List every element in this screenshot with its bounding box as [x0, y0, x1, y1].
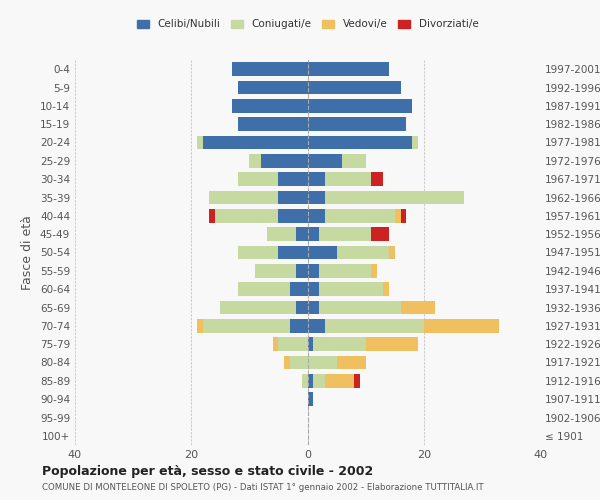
Bar	[389, 246, 395, 260]
Bar	[319, 264, 371, 278]
Bar	[308, 190, 325, 204]
Bar	[308, 356, 337, 370]
Bar	[209, 209, 215, 222]
Legend: Celibi/Nubili, Coniugati/e, Vedovi/e, Divorziati/e: Celibi/Nubili, Coniugati/e, Vedovi/e, Di…	[133, 15, 482, 34]
Bar	[371, 264, 377, 278]
Bar	[371, 172, 383, 186]
Bar	[290, 356, 308, 370]
Bar	[308, 99, 412, 112]
Bar	[308, 264, 319, 278]
Bar	[232, 62, 308, 76]
Bar	[401, 209, 406, 222]
Bar	[296, 300, 308, 314]
Bar	[308, 62, 389, 76]
Bar	[412, 136, 418, 149]
Bar	[325, 374, 354, 388]
Bar	[325, 319, 424, 332]
Text: COMUNE DI MONTELEONE DI SPOLETO (PG) - Dati ISTAT 1° gennaio 2002 - Elaborazione: COMUNE DI MONTELEONE DI SPOLETO (PG) - D…	[42, 482, 484, 492]
Text: Popolazione per età, sesso e stato civile - 2002: Popolazione per età, sesso e stato civil…	[42, 465, 373, 478]
Bar	[319, 282, 383, 296]
Bar	[296, 264, 308, 278]
Bar	[308, 392, 313, 406]
Bar	[343, 154, 365, 168]
Bar	[308, 172, 325, 186]
Bar	[267, 228, 296, 241]
Bar	[313, 374, 325, 388]
Bar	[308, 209, 325, 222]
Bar	[272, 338, 278, 351]
Bar	[209, 190, 278, 204]
Bar	[308, 246, 337, 260]
Bar	[354, 374, 360, 388]
Bar	[319, 300, 401, 314]
Bar	[238, 282, 290, 296]
Bar	[278, 209, 308, 222]
Bar	[308, 154, 343, 168]
Bar	[284, 356, 290, 370]
Bar	[232, 99, 308, 112]
Bar	[308, 374, 313, 388]
Bar	[238, 118, 308, 131]
Bar	[308, 319, 325, 332]
Bar	[278, 190, 308, 204]
Bar	[371, 228, 389, 241]
Bar	[255, 264, 296, 278]
Bar	[203, 136, 308, 149]
Bar	[337, 356, 365, 370]
Bar	[296, 228, 308, 241]
Bar	[308, 80, 401, 94]
Bar	[308, 282, 319, 296]
Bar	[313, 338, 365, 351]
Bar	[261, 154, 308, 168]
Y-axis label: Fasce di età: Fasce di età	[22, 215, 34, 290]
Bar	[238, 246, 278, 260]
Bar	[302, 374, 308, 388]
Bar	[401, 300, 436, 314]
Bar	[319, 228, 371, 241]
Bar	[290, 319, 308, 332]
Bar	[337, 246, 389, 260]
Bar	[424, 319, 499, 332]
Bar	[308, 118, 406, 131]
Bar	[308, 228, 319, 241]
Bar	[308, 338, 313, 351]
Bar	[278, 172, 308, 186]
Bar	[238, 172, 278, 186]
Bar	[215, 209, 278, 222]
Bar	[308, 300, 319, 314]
Bar	[308, 136, 412, 149]
Bar	[203, 319, 290, 332]
Bar	[278, 338, 308, 351]
Bar	[197, 319, 203, 332]
Bar	[220, 300, 296, 314]
Bar	[197, 136, 203, 149]
Bar	[325, 190, 464, 204]
Bar	[325, 209, 395, 222]
Bar	[383, 282, 389, 296]
Bar	[325, 172, 371, 186]
Bar	[395, 209, 401, 222]
Bar	[238, 80, 308, 94]
Bar	[290, 282, 308, 296]
Bar	[250, 154, 261, 168]
Bar	[365, 338, 418, 351]
Bar	[278, 246, 308, 260]
